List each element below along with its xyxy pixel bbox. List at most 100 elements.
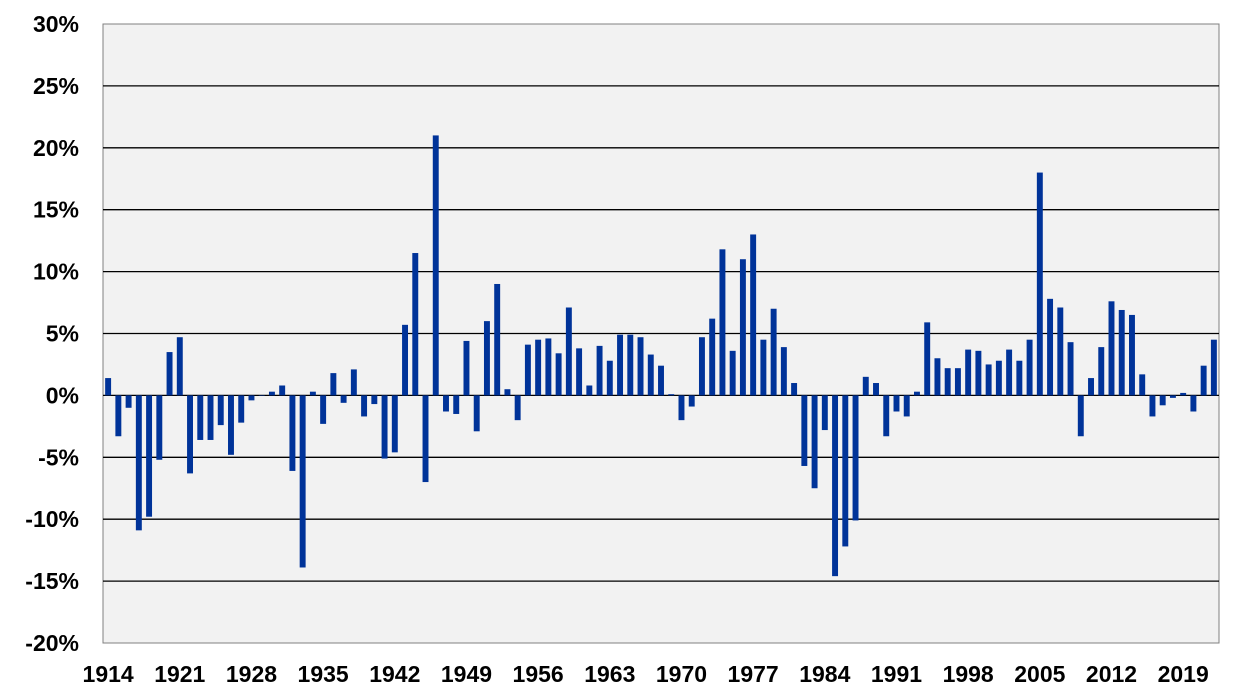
bar-1914 (105, 378, 112, 396)
y-tick-label: 10% (33, 259, 79, 285)
bar-1958 (555, 353, 562, 396)
y-tick-label: -20% (25, 630, 79, 656)
x-tick-label: 1984 (799, 661, 850, 687)
bar-1984 (821, 395, 828, 431)
bar-2000 (985, 364, 992, 396)
bar-1985 (832, 395, 839, 577)
bar-1918 (146, 395, 153, 517)
x-tick-label: 1942 (369, 661, 420, 687)
x-tick-label: 1928 (226, 661, 277, 687)
bar-1980 (780, 347, 787, 396)
bar-1952 (494, 283, 501, 396)
bar-2008 (1067, 342, 1074, 396)
y-tick-label: -5% (38, 444, 79, 470)
bar-1968 (658, 365, 664, 396)
x-tick-label: 1914 (83, 661, 134, 687)
bar-1950 (473, 395, 480, 432)
bar-1951 (483, 321, 490, 396)
bar-1937 (340, 395, 347, 403)
bar-1970 (678, 395, 685, 421)
bar-1963 (606, 360, 613, 396)
bar-1946 (432, 135, 439, 396)
bar-1954 (514, 395, 521, 421)
bar-1989 (873, 383, 879, 396)
bar-2003 (1016, 360, 1023, 396)
bar-1983 (811, 395, 818, 489)
x-tick-label: 1963 (584, 661, 635, 687)
x-axis-tick-labels: 1914 1921 1928 1935 1942 1949 1956 1963 1970 1977… (83, 661, 1209, 687)
bar-2009 (1077, 395, 1084, 437)
bar-1990 (883, 395, 890, 437)
bar-1997 (954, 368, 961, 396)
bar-1960 (576, 348, 583, 396)
y-tick-label: 5% (46, 321, 79, 347)
bar-1966 (637, 337, 644, 396)
bar-1942 (391, 395, 398, 453)
bar-1981 (791, 383, 798, 396)
x-tick-label: 2005 (1014, 661, 1065, 687)
bar-1973 (709, 318, 716, 396)
y-tick-label: -10% (25, 506, 79, 532)
x-tick-label: 1991 (871, 661, 922, 687)
bar-1944 (412, 253, 419, 396)
bars (105, 135, 1217, 577)
bar-1979 (770, 308, 777, 396)
bar-1921 (176, 337, 183, 396)
bar-1926 (228, 395, 234, 455)
bar-1932 (289, 395, 296, 471)
bar-2004 (1026, 339, 1033, 396)
bar-1957 (545, 338, 552, 396)
bar-1982 (801, 395, 808, 466)
bar-2011 (1098, 347, 1105, 396)
bar-1955 (524, 344, 531, 396)
y-tick-label: 30% (33, 11, 79, 37)
bar-2010 (1088, 378, 1094, 396)
bar-1976 (739, 259, 746, 396)
bar-1967 (647, 354, 654, 396)
bar-1949 (463, 340, 470, 396)
bar-1975 (729, 350, 736, 396)
bar-2013 (1118, 309, 1125, 396)
bar-1938 (350, 369, 357, 396)
bar-1974 (719, 249, 726, 396)
bar-1940 (371, 395, 378, 405)
x-tick-label: 1921 (154, 661, 205, 687)
bar-2007 (1057, 307, 1064, 396)
bar-2022 (1210, 339, 1217, 396)
bar-1933 (299, 395, 306, 568)
y-tick-label: 15% (33, 197, 79, 223)
y-axis-tick-labels: -20% -15% -10% -5% 0% 5% 10% 15% 20% 25% 30% (25, 11, 79, 656)
bar-1934 (309, 391, 316, 396)
bar-2021 (1200, 365, 1207, 396)
bar-1923 (197, 395, 204, 440)
bar-1994 (924, 322, 931, 396)
bar-1977 (750, 234, 757, 396)
x-tick-label: 1935 (298, 661, 349, 687)
bar-2002 (1006, 349, 1013, 396)
bar-1915 (115, 395, 122, 437)
bar-1928 (248, 395, 255, 401)
bar-1939 (361, 395, 368, 417)
bar-1924 (207, 395, 214, 440)
bar-2016 (1149, 395, 1156, 417)
bar-1935 (320, 395, 327, 424)
bar-2014 (1129, 314, 1135, 396)
x-tick-label: 2012 (1086, 661, 1137, 687)
bar-1964 (617, 334, 624, 396)
bar-1956 (535, 339, 542, 396)
bar-1948 (453, 395, 460, 414)
x-tick-label: 1956 (513, 661, 564, 687)
gridlines (103, 85, 1219, 582)
bar-1959 (565, 307, 572, 396)
bar-1999 (975, 350, 982, 396)
bar-1987 (852, 395, 859, 521)
bar-1996 (944, 368, 951, 396)
bar-1965 (627, 334, 634, 396)
y-tick-label: 25% (33, 73, 79, 99)
bar-2015 (1139, 374, 1146, 396)
bar-1995 (934, 358, 941, 396)
bar-2005 (1036, 172, 1043, 396)
x-tick-label: 1970 (656, 661, 707, 687)
